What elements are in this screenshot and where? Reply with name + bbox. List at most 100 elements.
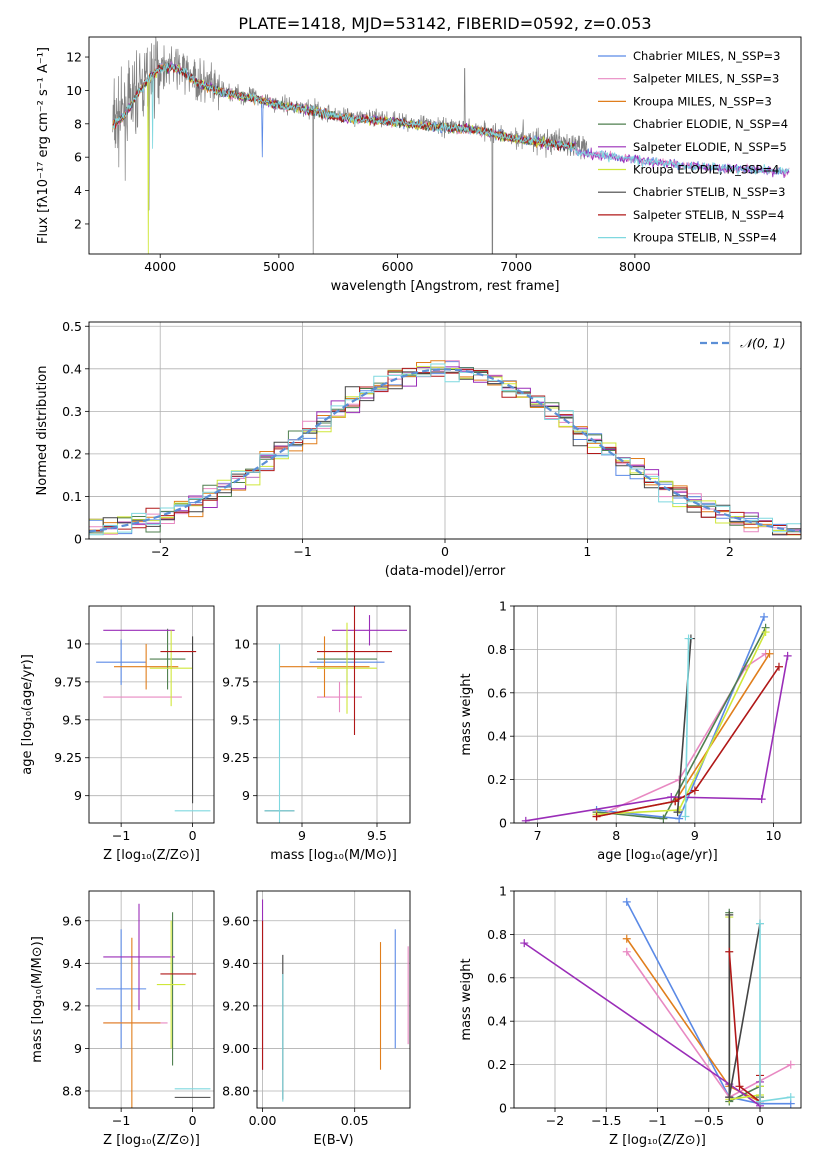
y-tick-label: 9.75 — [54, 674, 82, 689]
model-spectrum-kroupa-elodie — [112, 64, 576, 254]
marker-chabrier-stelib — [673, 808, 682, 817]
x-tick-label: −1 — [112, 828, 130, 843]
plot-area — [96, 903, 211, 1108]
y-tick-label: 0.6 — [487, 970, 507, 985]
y-tick-label: 0.8 — [487, 927, 507, 942]
mass-weight-line-kroupa-stelib — [684, 638, 690, 817]
figure-title: PLATE=1418, MJD=53142, FIBERID=0592, z=0… — [238, 14, 651, 33]
marker-salpeter-miles — [622, 947, 631, 956]
y-axis-label: age [log₁₀(age/yr)] — [20, 654, 35, 775]
x-tick-label: 9 — [691, 828, 699, 843]
y-tick-label: 9.5 — [62, 712, 82, 727]
y-tick-label: 2 — [74, 216, 82, 231]
marker-salpeter-stelib — [725, 947, 734, 956]
x-axis-label: Z [log₁₀(Z/Z⊙)] — [103, 1133, 200, 1148]
y-tick-label: 12 — [66, 50, 82, 65]
histogram-kroupa-stelib — [89, 363, 801, 536]
marker-salpeter-miles — [786, 1060, 795, 1069]
x-axis-label: wavelength [Angstrom, rest frame] — [331, 279, 560, 294]
y-tick-label: 0.2 — [62, 446, 82, 461]
y-tick-label: 9.40 — [222, 956, 250, 971]
x-tick-label: 0.05 — [341, 1113, 369, 1128]
marker-salpeter-stelib — [735, 1082, 744, 1091]
axes-frame — [256, 890, 411, 1109]
y-axis-label: mass [log₁₀(M/M⊙)] — [30, 936, 45, 1063]
mass-weight-vs-age-panel: 7 8 9 10 0 0.2 0.4 0.6 0.8 1 age [log₁₀(age/yr)] ma… — [459, 599, 802, 863]
y-axis-label: Flux [fλ10⁻¹⁷ erg cm⁻² s⁻¹ A⁻¹] — [36, 47, 51, 244]
age-vs-mass-panel: 9 9.5 9 9.25 9.5 9.75 10 mass [log₁₀(M/M⊙)] — [222, 605, 411, 863]
legend-label-chabrier-stelib: Chabrier STELIB, N_SSP=3 — [633, 185, 785, 199]
y-tick-label: 9.6 — [62, 913, 82, 928]
x-tick-label: 4000 — [144, 259, 176, 274]
x-tick-label: 7000 — [500, 259, 532, 274]
x-tick-label: 10 — [766, 828, 782, 843]
y-tick-label: 0 — [499, 816, 507, 831]
marker-salpeter-elodie — [783, 651, 792, 660]
y-tick-label: 8 — [74, 116, 82, 131]
plot-area — [96, 628, 211, 812]
y-tick-label: 0.4 — [62, 361, 82, 376]
x-tick-label: 7 — [534, 828, 542, 843]
x-tick-label: 8 — [612, 828, 620, 843]
plot-area — [264, 606, 407, 823]
mass-weight-line-salpeter-miles — [596, 653, 767, 818]
legend-label-normal: 𝒩(0, 1) — [740, 336, 786, 351]
y-tick-label: 0.3 — [62, 404, 82, 419]
mass-weight-line-salpeter-elodie — [523, 942, 761, 1108]
legend-label-chabrier-miles: Chabrier MILES, N_SSP=3 — [633, 49, 780, 63]
normal-distribution-curve — [89, 368, 801, 533]
y-tick-label: 9 — [74, 1041, 82, 1056]
y-tick-label: 10 — [234, 636, 250, 651]
mass-vs-extinction-panel: 0.00 0.05 8.80 9.00 9.20 9.40 9.60 E(B-V) — [222, 890, 411, 1148]
marker-salpeter-elodie — [520, 939, 529, 948]
legend-label-kroupa-elodie: Kroupa ELODIE, N_SSP=4 — [633, 163, 779, 177]
marker-chabrier-elodie — [659, 814, 668, 823]
axes-frame — [88, 321, 802, 540]
y-axis-label: Normed distribution — [35, 366, 50, 496]
y-tick-label: 9 — [242, 788, 250, 803]
y-tick-label: 9.25 — [54, 750, 82, 765]
marker-salpeter-stelib — [592, 812, 601, 821]
x-axis-label: age [log₁₀(age/yr)] — [597, 848, 718, 863]
mass-weight-line-chabrier-miles — [626, 901, 791, 1105]
y-tick-label: 9.60 — [222, 913, 250, 928]
x-tick-label: −1.5 — [591, 1113, 621, 1128]
x-tick-label: −1 — [112, 1113, 130, 1128]
y-tick-label: 10 — [66, 83, 82, 98]
x-tick-label: 2 — [726, 544, 734, 559]
legend-label-salpeter-miles: Salpeter MILES, N_SSP=3 — [633, 72, 779, 86]
x-tick-label: 9.5 — [367, 828, 387, 843]
y-tick-label: 0 — [74, 532, 82, 547]
y-tick-label: 6 — [74, 150, 82, 165]
plot-area — [112, 37, 790, 254]
x-tick-label: 0 — [189, 828, 197, 843]
marker-kroupa-stelib — [756, 919, 764, 928]
y-tick-label: 9.5 — [230, 712, 250, 727]
marker-kroupa-elodie — [761, 628, 770, 637]
y-tick-label: 9 — [74, 788, 82, 803]
y-tick-label: 9.75 — [222, 674, 250, 689]
y-tick-label: 10 — [66, 636, 82, 651]
x-tick-label: −1 — [648, 1113, 666, 1128]
marker-salpeter-elodie — [757, 795, 766, 804]
legend-label-chabrier-elodie: Chabrier ELODIE, N_SSP=4 — [633, 117, 788, 131]
mass-weight-line-kroupa-stelib — [759, 923, 791, 1103]
y-tick-label: 4 — [74, 183, 82, 198]
y-tick-label: 9.2 — [62, 998, 82, 1013]
x-tick-label: 6000 — [382, 259, 414, 274]
marker-chabrier-stelib — [725, 1093, 734, 1102]
x-tick-label: 0 — [189, 1113, 197, 1128]
marker-salpeter-stelib — [774, 662, 783, 671]
age-vs-metallicity-panel: −1 0 9 9.25 9.5 9.75 10 Z [log₁₀(Z/Z⊙)] age [log… — [20, 605, 215, 863]
mass-weight-line-salpeter-elodie — [525, 655, 789, 822]
axes-frame — [88, 890, 215, 1109]
legend-label-salpeter-stelib: Salpeter STELIB, N_SSP=4 — [633, 208, 784, 222]
y-tick-label: 0.6 — [487, 685, 507, 700]
marker-chabrier-miles — [622, 897, 631, 906]
marker-salpeter-elodie — [667, 792, 676, 801]
y-tick-label: 1 — [499, 884, 507, 899]
marker-salpeter-elodie — [521, 816, 530, 823]
axes-frame — [513, 605, 802, 824]
x-axis-label: E(B-V) — [313, 1133, 353, 1148]
legend-label-salpeter-elodie: Salpeter ELODIE, N_SSP=5 — [633, 140, 787, 154]
